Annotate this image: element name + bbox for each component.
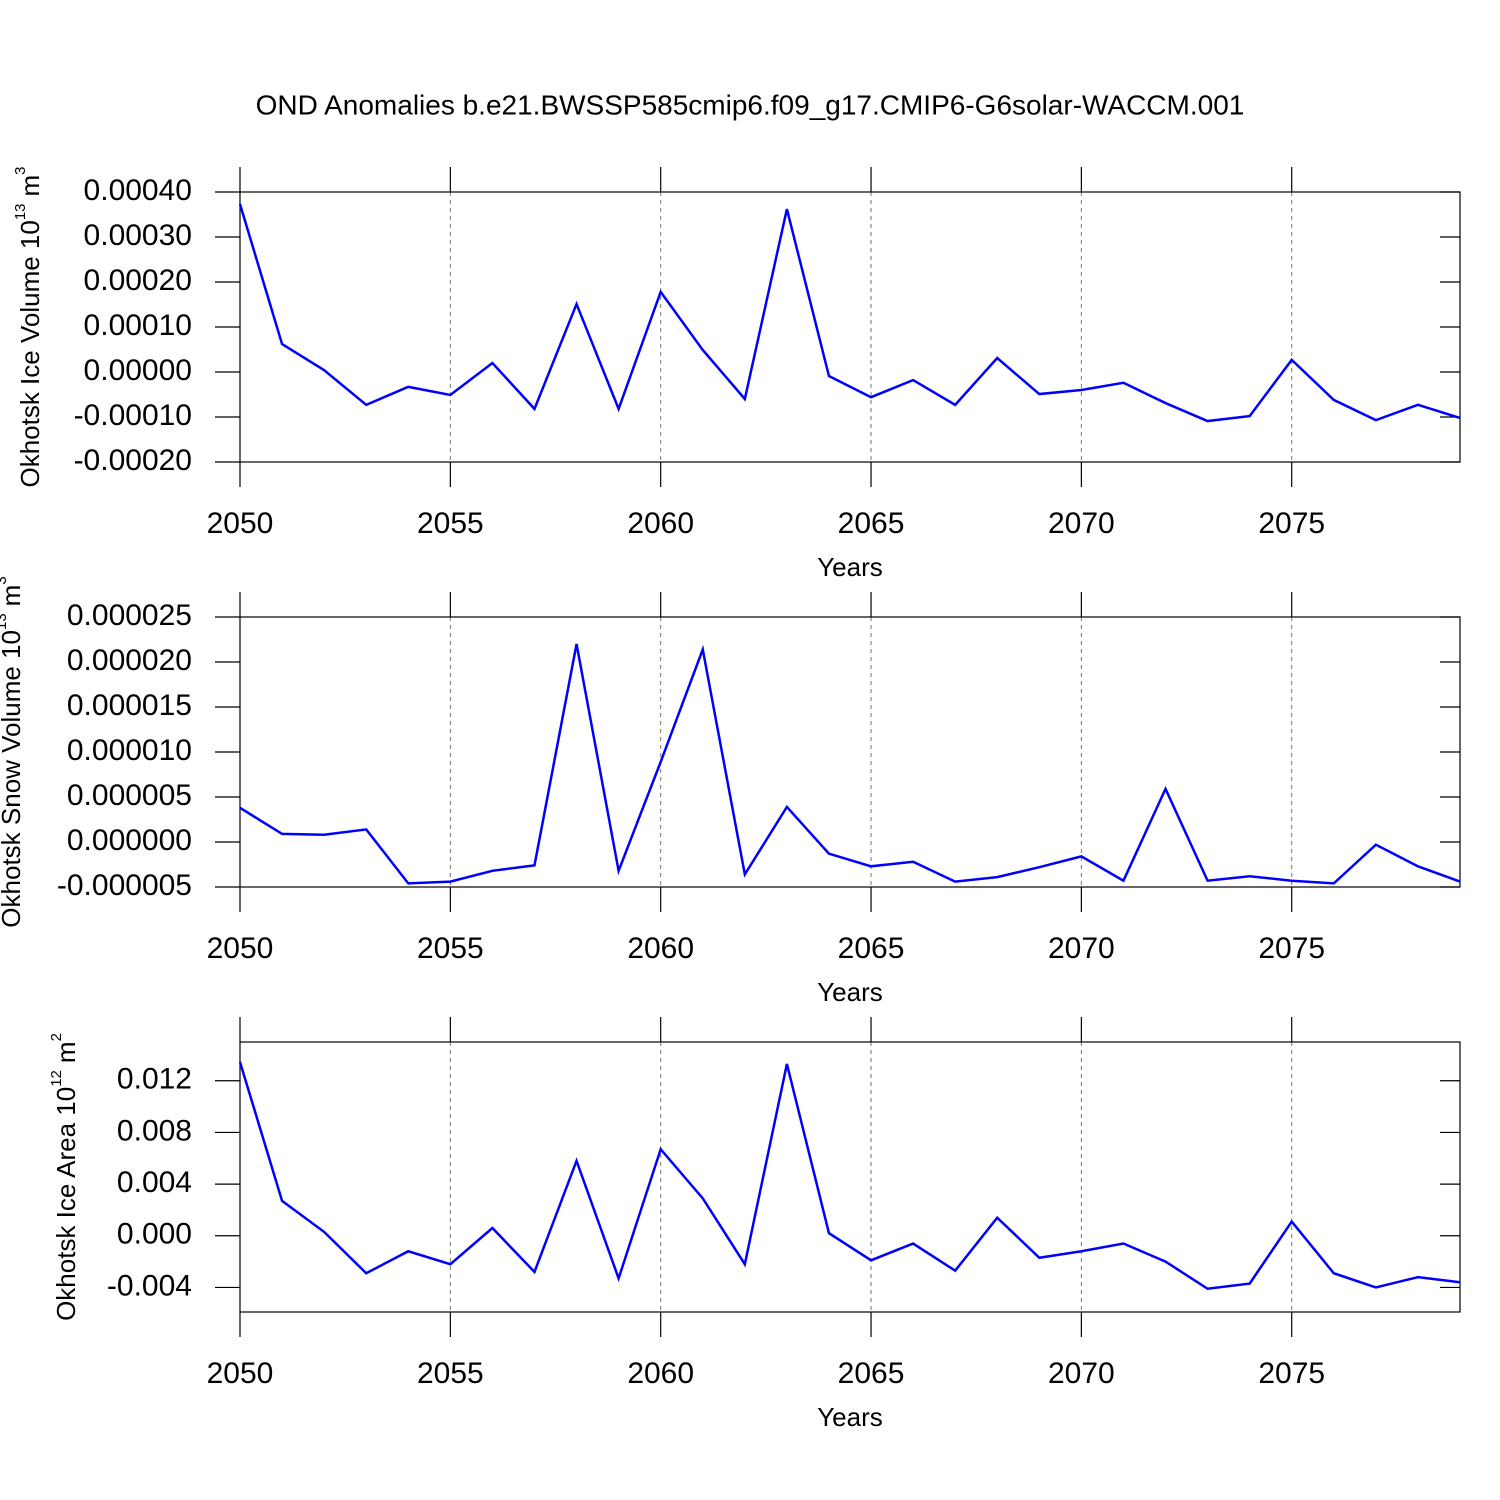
y-tick-label: 0.000020 bbox=[67, 644, 192, 677]
plot-frame bbox=[239, 616, 1461, 888]
y-tick-label: 0.00040 bbox=[84, 174, 192, 207]
x-axis-title: Years bbox=[817, 552, 883, 582]
x-tick-label: 2055 bbox=[417, 932, 484, 965]
y-axis-title-exp: 13 bbox=[0, 613, 10, 630]
x-axis-title: Years bbox=[817, 977, 883, 1007]
y-tick-label: 0.000005 bbox=[67, 779, 192, 812]
y-axis-title-unit-exp: 2 bbox=[48, 1033, 65, 1041]
x-tick-label: 2065 bbox=[838, 1357, 905, 1390]
y-tick-label: 0.004 bbox=[117, 1166, 192, 1199]
y-axis-title: Okhotsk Snow Volume 1013 m3 bbox=[0, 576, 26, 927]
y-axis-title-unit: m bbox=[15, 175, 45, 197]
y-axis-title-exp: 12 bbox=[48, 1070, 65, 1087]
y-tick-label: -0.004 bbox=[107, 1269, 192, 1302]
y-tick-label: -0.000005 bbox=[57, 869, 192, 902]
y-tick-label: -0.00020 bbox=[74, 444, 192, 477]
y-axis-title-unit: m bbox=[0, 585, 26, 607]
x-tick-label: 2060 bbox=[627, 1357, 694, 1390]
y-axis-title: Okhotsk Ice Volume 1013 m3 bbox=[12, 166, 45, 487]
y-tick-label: -0.00010 bbox=[74, 399, 192, 432]
plot-frame bbox=[239, 1041, 1461, 1313]
x-tick-label: 2075 bbox=[1258, 1357, 1325, 1390]
x-axis-title: Years bbox=[817, 1402, 883, 1432]
y-tick-label: 0.000000 bbox=[67, 824, 192, 857]
y-tick-label: 0.000 bbox=[117, 1218, 192, 1251]
x-tick-label: 2050 bbox=[207, 932, 274, 965]
y-axis-title-unit-exp: 3 bbox=[0, 576, 10, 584]
y-axis-title-text: Okhotsk Snow Volume 10 bbox=[0, 630, 26, 928]
data-line bbox=[239, 643, 1461, 885]
x-tick-label: 2060 bbox=[627, 932, 694, 965]
y-tick-label: 0.012 bbox=[117, 1063, 192, 1096]
x-tick-label: 2070 bbox=[1048, 1357, 1115, 1390]
data-line bbox=[238, 203, 1461, 423]
x-tick-label: 2050 bbox=[207, 507, 274, 540]
y-tick-label: 0.00000 bbox=[84, 354, 192, 387]
y-tick-label: 0.00010 bbox=[84, 309, 192, 342]
y-tick-label: 0.00020 bbox=[84, 264, 192, 297]
y-axis-title: Okhotsk Ice Area 1012 m2 bbox=[48, 1033, 81, 1321]
x-tick-label: 2075 bbox=[1258, 932, 1325, 965]
x-tick-label: 2055 bbox=[417, 1357, 484, 1390]
y-axis-title-text: Okhotsk Ice Area 10 bbox=[51, 1087, 81, 1321]
y-tick-label: 0.000015 bbox=[67, 689, 192, 722]
y-axis-title-exp: 13 bbox=[12, 203, 29, 220]
plot-frame bbox=[239, 191, 1461, 463]
x-tick-label: 2075 bbox=[1258, 507, 1325, 540]
y-axis-title-text: Okhotsk Ice Volume 10 bbox=[15, 220, 45, 487]
x-tick-label: 2070 bbox=[1048, 507, 1115, 540]
y-tick-label: 0.000025 bbox=[67, 599, 192, 632]
x-tick-label: 2065 bbox=[838, 507, 905, 540]
x-tick-label: 2050 bbox=[207, 1357, 274, 1390]
y-tick-label: 0.000010 bbox=[67, 734, 192, 767]
data-line bbox=[238, 1061, 1461, 1291]
figure-title: OND Anomalies b.e21.BWSSP585cmip6.f09_g1… bbox=[256, 89, 1245, 120]
y-axis-title-unit-exp: 3 bbox=[12, 166, 29, 174]
x-tick-label: 2060 bbox=[627, 507, 694, 540]
y-tick-label: 0.008 bbox=[117, 1114, 192, 1147]
x-tick-label: 2055 bbox=[417, 507, 484, 540]
x-tick-label: 2065 bbox=[838, 932, 905, 965]
y-axis-title-unit: m bbox=[51, 1041, 81, 1063]
y-tick-label: 0.00030 bbox=[84, 219, 192, 252]
x-tick-label: 2070 bbox=[1048, 932, 1115, 965]
